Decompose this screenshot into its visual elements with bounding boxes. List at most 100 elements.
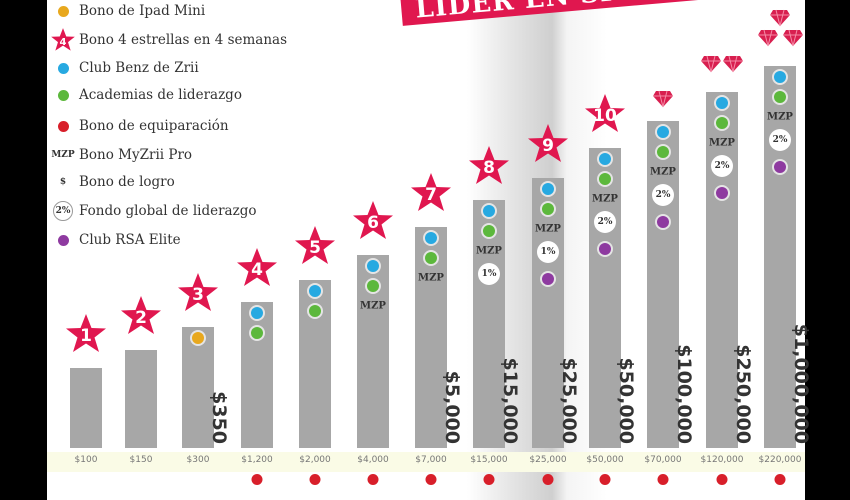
blue-dot-icon <box>47 62 79 74</box>
purple-dot-icon <box>542 273 554 285</box>
rank-number: 6 <box>367 213 379 233</box>
rank-number: 4 <box>251 260 263 280</box>
dot <box>57 89 69 101</box>
red-dot-icon <box>657 474 669 485</box>
rank-star-icon: 1 <box>64 312 108 356</box>
mzp-icon: MZP <box>592 193 618 205</box>
green-dot-icon <box>47 89 79 101</box>
percent-badge-icon: 1% <box>537 241 559 263</box>
level-bar <box>299 280 331 448</box>
rank-star-icon: 6 <box>351 199 395 243</box>
mzp-icon: MZP <box>360 300 386 312</box>
mzp-icon: MZP <box>767 111 793 123</box>
green-dot-icon <box>483 225 495 237</box>
purple-dot-icon <box>716 187 728 199</box>
percent-badge-icon: 2% <box>769 129 791 151</box>
percent-badge-icon: 2% <box>652 184 674 206</box>
yellow-dot-icon <box>47 5 79 17</box>
bonus-amount: $25,000 <box>558 357 580 444</box>
bonus-amount: $1,000,000 <box>790 323 812 444</box>
gem-icon <box>782 29 804 51</box>
level-bar <box>241 302 273 448</box>
blue-dot-icon <box>774 71 786 83</box>
green-dot-icon <box>657 146 669 158</box>
bonus-amount: $50,000 <box>615 357 637 444</box>
purple-dot-icon <box>599 243 611 255</box>
level-bar: MZP <box>357 255 389 448</box>
green-dot-icon <box>774 91 786 103</box>
volume-label: $300 <box>186 455 210 465</box>
blue-dot-icon <box>367 260 379 272</box>
volume-strip <box>47 452 805 472</box>
green-dot-icon <box>425 252 437 264</box>
volume-label: $2,000 <box>299 455 331 465</box>
red-dot-icon <box>309 474 321 485</box>
gem-icon <box>700 55 722 77</box>
level-bar: MZP 1% $25,000 <box>532 178 580 448</box>
red-dot-icon <box>367 474 379 485</box>
bonus-amount: $5,000 <box>441 370 463 444</box>
rank-star-icon: 2 <box>119 294 163 338</box>
mzp-icon: MZP <box>51 150 75 160</box>
purple-dot-icon <box>47 234 79 246</box>
percent-badge-icon: 1% <box>478 263 500 285</box>
red-dot-icon <box>716 474 728 485</box>
red-dot-icon <box>47 120 79 132</box>
yellow-dot-icon <box>192 332 204 344</box>
legend-label: Bono 4 estrellas en 4 semanas <box>79 32 288 48</box>
legend-item: 4 Bono 4 estrellas en 4 semanas <box>47 28 288 51</box>
mzp-icon: MZP <box>476 245 502 257</box>
green-dot-icon <box>716 117 728 129</box>
legend-label: Fondo global de liderazgo <box>79 203 257 219</box>
dollar-icon: $ <box>59 177 67 187</box>
legend-label: Bono de equiparación <box>79 118 229 134</box>
volume-label: $15,000 <box>470 455 508 465</box>
legend-item: Bono de equiparación <box>47 115 229 137</box>
dot <box>57 62 69 74</box>
level-bar: MZP 2% $250,000 <box>706 92 754 448</box>
rank-number: 5 <box>309 238 321 258</box>
volume-label: $220,000 <box>758 455 802 465</box>
rank-number: 7 <box>425 185 437 205</box>
legend-label: Bono de Ipad Mini <box>79 3 206 19</box>
volume-label: $150 <box>129 455 153 465</box>
percent-badge-icon: 2% <box>47 201 79 221</box>
rank-star-icon: 9 <box>526 122 570 166</box>
purple-dot-icon <box>657 216 669 228</box>
dot <box>57 120 69 132</box>
green-dot-icon <box>367 280 379 292</box>
red-dot-icon <box>599 474 611 485</box>
gem-icon <box>757 29 779 51</box>
legend-item: $ Bono de logro <box>47 171 175 193</box>
blue-dot-icon <box>599 153 611 165</box>
mzp-icon: MZP <box>418 272 444 284</box>
rank-number: 9 <box>542 136 554 156</box>
legend-label: Academias de liderazgo <box>79 87 242 103</box>
green-dot-icon <box>542 203 554 215</box>
legend-label: Club RSA Elite <box>79 232 181 248</box>
gem-icon <box>769 9 791 31</box>
bonus-amount: $15,000 <box>499 357 521 444</box>
red-dot-icon <box>774 474 786 485</box>
blue-dot-icon <box>425 232 437 244</box>
level-bar: MZP 2% $1,000,000 <box>764 66 812 448</box>
gem-icon <box>652 90 674 112</box>
mzp-icon: MZP <box>650 166 676 178</box>
green-dot-icon <box>309 305 321 317</box>
rank-number: 4 <box>59 36 67 48</box>
rank-number: 10 <box>593 106 617 126</box>
blue-dot-icon <box>309 285 321 297</box>
volume-label: $7,000 <box>415 455 447 465</box>
gem-icon <box>722 55 744 77</box>
rank-star-icon: 8 <box>467 144 511 188</box>
legend-label: Club Benz de Zrii <box>79 60 199 76</box>
rank-star-icon: 10 <box>583 92 627 136</box>
level-bar: MZP 2% $100,000 <box>647 121 695 448</box>
blue-dot-icon <box>251 307 263 319</box>
red-dot-icon <box>483 474 495 485</box>
red-dot-icon <box>542 474 554 485</box>
level-bar: MZP 2% $50,000 <box>589 148 637 448</box>
dot <box>57 5 69 17</box>
legend-item: Club RSA Elite <box>47 229 181 251</box>
percent-badge: 2% <box>53 201 73 221</box>
